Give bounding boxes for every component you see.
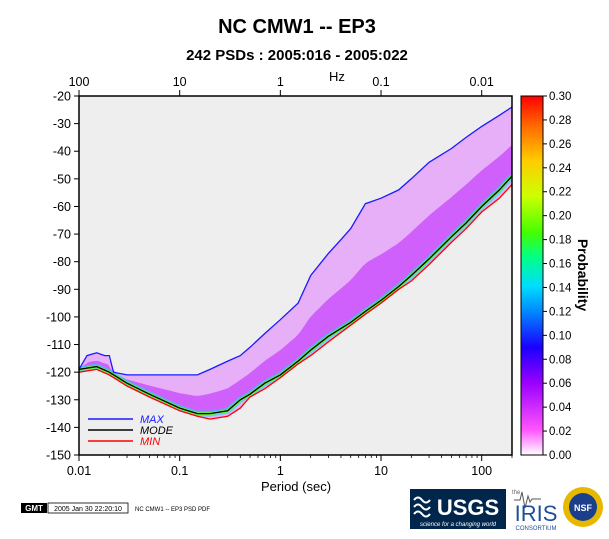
y-tick-label: -130 xyxy=(46,393,71,407)
colorbar-tick-label: 0.30 xyxy=(549,91,571,103)
nsf-logo-text: NSF xyxy=(574,503,593,513)
y-tick-label: -140 xyxy=(46,421,71,435)
footer: GMT 2005 Jan 30 22:20:10 NC CMW1 -- EP3 … xyxy=(21,487,603,532)
y-tick-label: -50 xyxy=(53,172,71,186)
timestamp: 2005 Jan 30 22:20:10 xyxy=(54,506,122,513)
top-tick-label: 0.1 xyxy=(372,75,389,89)
usgs-wave-icon xyxy=(413,496,431,518)
y-tick-label: -20 xyxy=(53,90,71,104)
y-tick-label: -110 xyxy=(47,338,71,352)
colorbar-tick-label: 0.06 xyxy=(549,378,571,390)
y-tick-label: -150 xyxy=(46,449,71,463)
y-tick-label: -90 xyxy=(53,283,71,297)
colorbar-tick-label: 0.28 xyxy=(549,115,571,127)
colorbar xyxy=(520,95,544,456)
x-axis: 0.01 0.1 1 10 100 xyxy=(67,455,513,478)
iris-prefix: the xyxy=(512,490,521,496)
plot-background xyxy=(79,96,512,455)
top-tick-label: 100 xyxy=(69,75,90,89)
footer-caption: NC CMW1 -- EP3 PSD PDF xyxy=(135,507,210,513)
chart-title: NC CMW1 -- EP3 xyxy=(218,16,376,38)
iris-consortium: CONSORTIUM xyxy=(516,526,557,532)
x-axis-label: Period (sec) xyxy=(261,479,331,494)
hz-label: Hz xyxy=(329,69,345,84)
x-tick-label: 100 xyxy=(471,464,492,478)
colorbar-tick-label: 0.24 xyxy=(549,163,572,175)
mode-line xyxy=(79,175,512,415)
top-tick-label: 0.01 xyxy=(470,75,494,89)
y-tick-label: -70 xyxy=(53,228,71,242)
max-line xyxy=(79,106,512,376)
top-tick-label: 10 xyxy=(173,75,187,89)
colorbar-tick-label: 0.12 xyxy=(549,306,571,318)
y-tick-label: -60 xyxy=(53,200,71,214)
statistic-lines xyxy=(79,106,512,420)
colorbar-tick-label: 0.00 xyxy=(549,450,571,462)
iris-logo-text: IRIS xyxy=(515,501,558,526)
x-tick-label: 0.1 xyxy=(171,464,188,478)
plot-frame xyxy=(78,95,513,456)
frequency-axis: 100 10 1 0.1 0.01 xyxy=(69,75,494,96)
y-tick-label: -100 xyxy=(46,310,71,324)
colorbar-tick-label: 0.16 xyxy=(549,259,571,271)
nsf-globe-icon xyxy=(569,493,597,521)
min-line xyxy=(79,183,512,420)
usgs-tagline: science for a changing world xyxy=(420,522,497,528)
colorbar-tick-label: 0.14 xyxy=(549,282,572,294)
timestamp-box xyxy=(47,502,129,514)
colorbar-tick-label: 0.08 xyxy=(549,354,571,366)
chart-subtitle: 242 PSDs : 2005:016 - 2005:022 xyxy=(186,47,408,64)
colorbar-tick-label: 0.10 xyxy=(549,330,571,342)
colorbar-label: Probability xyxy=(575,239,591,312)
colorbar-tick-label: 0.02 xyxy=(549,426,571,438)
y-tick-label: -80 xyxy=(53,255,71,269)
colorbar-axis: 0.00 0.02 0.04 0.06 0.08 0.10 0.12 0.14 0.16 0.18… xyxy=(543,91,572,462)
x-tick-label: 1 xyxy=(277,464,284,478)
colorbar-tick-label: 0.22 xyxy=(549,187,571,199)
usgs-logo-text: USGS xyxy=(437,495,499,520)
y-tick-label: -30 xyxy=(53,117,71,131)
legend-label-max: MAX xyxy=(140,414,165,426)
top-tick-label: 1 xyxy=(277,75,284,89)
x-tick-label: 10 xyxy=(374,464,388,478)
nsf-logo: NSF xyxy=(563,487,603,527)
gmt-logo xyxy=(21,503,47,513)
y-tick-label: -40 xyxy=(53,145,71,159)
seismogram-icon xyxy=(514,491,541,509)
usgs-logo: USGS science for a changing world xyxy=(410,489,506,529)
iris-logo: the IRIS CONSORTIUM xyxy=(512,490,557,532)
y-axis: -20 -30 -40 -50 -60 -70 -80 -90 -100 -110 -120 -130… xyxy=(46,90,79,463)
colorbar-tick-label: 0.18 xyxy=(549,235,571,247)
colorbar-tick-label: 0.04 xyxy=(549,402,572,414)
colorbar-tick-label: 0.20 xyxy=(549,211,571,223)
legend-label-min: MIN xyxy=(140,436,160,448)
colorbar-tick-label: 0.26 xyxy=(549,139,571,151)
y-tick-label: -120 xyxy=(46,366,71,380)
x-tick-label: 0.01 xyxy=(67,464,91,478)
legend-label-mode: MODE xyxy=(140,425,174,437)
gmt-logo-text: GMT xyxy=(25,504,43,513)
